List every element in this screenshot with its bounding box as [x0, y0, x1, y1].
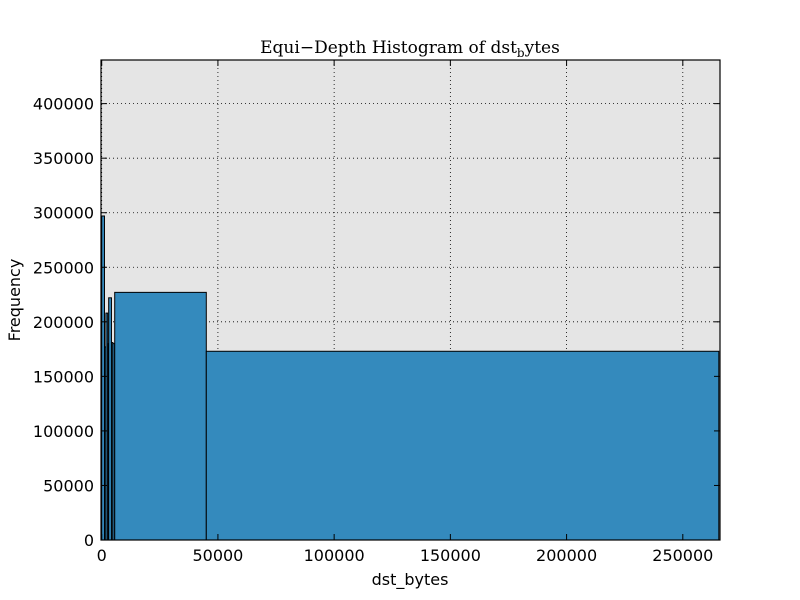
- y-tick-label: 50000: [43, 476, 94, 495]
- chart-title-subscript: b: [517, 46, 525, 60]
- x-tick-label: 50000: [192, 546, 243, 565]
- y-tick-label: 0: [84, 531, 94, 550]
- plot-frame: [100, 59, 721, 541]
- y-tick-label: 250000: [33, 258, 94, 277]
- x-tick-label: 100000: [304, 546, 365, 565]
- histogram-bar: [205, 350, 720, 541]
- axis-ticks: 0 50000 100000 150000 200000 250000 0 50000 1000…: [33, 60, 720, 565]
- x-tick-label: 0: [97, 546, 107, 565]
- x-tick-label: 200000: [536, 546, 597, 565]
- y-tick-label: 350000: [33, 149, 94, 168]
- x-tick-label: 250000: [652, 546, 713, 565]
- y-tick-label: 300000: [33, 204, 94, 223]
- chart-title-tail: ytes: [524, 38, 560, 58]
- histogram-bar: [114, 291, 207, 541]
- histogram-bars: [101, 215, 720, 541]
- y-tick-label: 400000: [33, 95, 94, 114]
- chart-title-main: Equi−Depth Histogram of dst: [260, 38, 517, 58]
- y-tick-label: 150000: [33, 367, 94, 386]
- x-axis-label: dst_bytes: [372, 570, 449, 590]
- y-tick-label: 200000: [33, 313, 94, 332]
- x-tick-label: 150000: [420, 546, 481, 565]
- chart-title: Equi−Depth Histogram of dstbytes: [260, 38, 560, 60]
- y-tick-label: 100000: [33, 422, 94, 441]
- y-axis-label: Frequency: [5, 259, 24, 342]
